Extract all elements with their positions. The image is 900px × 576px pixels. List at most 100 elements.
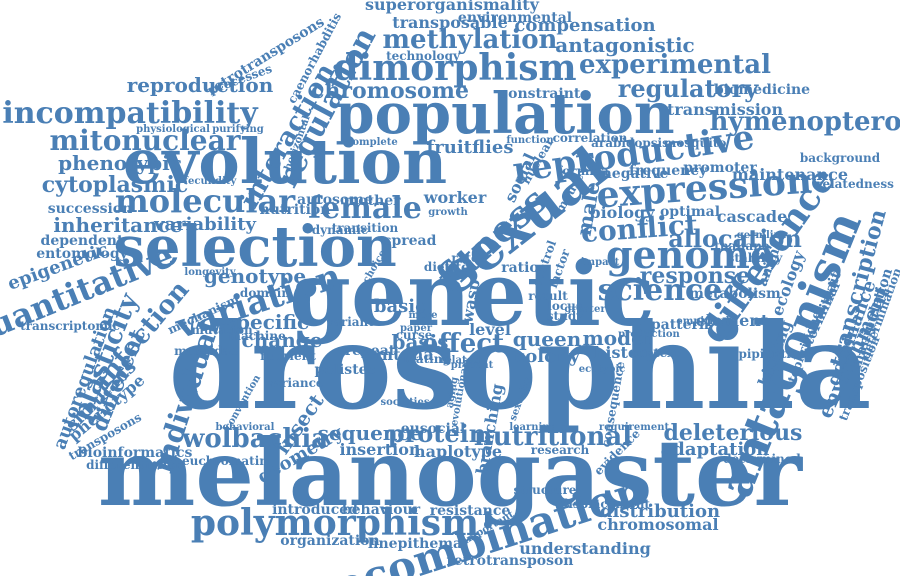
word-retrotransposon: retrotransposon xyxy=(447,553,574,569)
word-inheritance: inheritance xyxy=(53,213,182,237)
word-allocation: allocation xyxy=(668,224,802,253)
word-impact: impact xyxy=(581,257,620,268)
word-machine: machine xyxy=(228,329,286,343)
word-sequence: sequence xyxy=(318,421,423,445)
word-colony: colony xyxy=(514,346,580,367)
word-autosome: autosome xyxy=(297,192,373,208)
word-conflict: conflict xyxy=(580,208,699,249)
word-transcriptomic: transcriptomic xyxy=(20,319,120,333)
word-curse: curse xyxy=(396,328,433,342)
word-melanogaster: melanogaster xyxy=(98,419,803,527)
word-structure: structure xyxy=(514,483,577,497)
word-paper: paper xyxy=(400,323,433,334)
word-bioinformatics: bioinformatics xyxy=(78,445,193,461)
word-cytoplasmic: cytoplasmic xyxy=(42,172,188,198)
word-context: context xyxy=(630,346,680,360)
word-eusocial: eusocial xyxy=(401,421,466,437)
word-fruitflies: fruitflies xyxy=(427,137,514,158)
word-organization: organization xyxy=(280,533,379,549)
word-history: history xyxy=(594,343,657,362)
word-domain: domain xyxy=(240,286,290,300)
word-specific: specific xyxy=(225,310,309,334)
word-nutrient: nutrient xyxy=(260,349,316,363)
word-differentiation: differentiation xyxy=(86,458,184,472)
word-introduced: introduced xyxy=(272,502,358,518)
word-stability: stability xyxy=(728,251,784,265)
word-change: change xyxy=(242,328,323,352)
word-purifying: purifying xyxy=(212,124,264,135)
word-behaviour: behaviour xyxy=(342,502,421,518)
word-learning: learning xyxy=(509,422,556,433)
word-diet: diet xyxy=(424,260,451,274)
word-worker: worker xyxy=(423,188,487,207)
word-science: science xyxy=(598,273,723,308)
word-level: level xyxy=(469,320,511,339)
word-genetic: genetic xyxy=(289,242,654,346)
word-societies: societies xyxy=(381,397,430,408)
word-selection: selection xyxy=(113,214,396,280)
word-phenotypic: phenotypic xyxy=(58,151,182,175)
word-mother: mother xyxy=(343,193,401,209)
word-nutritional: nutritional xyxy=(474,422,632,452)
word-complete: complete xyxy=(346,137,397,148)
word-research: research xyxy=(531,443,590,457)
word-mating: mating xyxy=(403,352,451,366)
word-queen: queen xyxy=(513,327,582,351)
word-negative: negative xyxy=(602,166,669,182)
word-spread: spread xyxy=(384,233,437,249)
word-entomology: entomology xyxy=(36,246,128,262)
word-mtdna: mtdna xyxy=(376,345,434,364)
word-promoter: promoter xyxy=(683,160,757,176)
word-mitonuclear: mitonuclear xyxy=(50,124,242,157)
word-succession: succession xyxy=(48,201,133,217)
word-chromosome: chromosome xyxy=(311,78,469,104)
word-arabidopsis: arabidopsis xyxy=(591,136,669,150)
word-longevity: longevity xyxy=(184,267,236,278)
word-result: result xyxy=(528,289,568,303)
word-reproduction: reproduction xyxy=(127,73,274,97)
word-nutrition: nutrition xyxy=(260,202,331,218)
word-haplotype: haplotype xyxy=(414,442,502,461)
word-mosquito: mosquito xyxy=(664,136,727,150)
word-antagonistic: antagonistic xyxy=(555,33,694,57)
word-model: model xyxy=(583,326,652,350)
word-evolution: evolution xyxy=(123,125,447,198)
word-genotype: genotype xyxy=(204,264,306,288)
word-transmission: transmission xyxy=(667,100,784,119)
word-effect: effect xyxy=(422,329,504,359)
word-ratio: ratio xyxy=(501,260,539,276)
word-polistes: polistes xyxy=(315,362,376,378)
word-repeat: repeat xyxy=(345,343,396,359)
word-adaptation: adaptation xyxy=(661,439,770,460)
word-protein: protein xyxy=(388,419,486,448)
word-maintenance: maintenance xyxy=(732,165,848,184)
word-rate: rate xyxy=(451,251,479,265)
word-molecular: molecular xyxy=(115,182,296,220)
word-present: present xyxy=(451,360,494,371)
word-function: function xyxy=(506,135,554,146)
word-dependent: dependent xyxy=(41,233,124,249)
word-element: element xyxy=(696,311,769,330)
word-greater: greater xyxy=(564,304,606,315)
word-fecundity: fecundity xyxy=(184,176,238,187)
word-population: population xyxy=(335,81,674,147)
word-understanding: understanding xyxy=(519,539,651,558)
word-germline: germline xyxy=(737,230,787,241)
word-cascade: cascade xyxy=(717,207,788,226)
word-basis: basis xyxy=(391,330,448,354)
word-muscidae: muscidae xyxy=(174,344,238,358)
word-regulatory: regulatory xyxy=(618,74,760,103)
word-thaliana: thaliana xyxy=(714,239,770,253)
word-hymenopteron: hymenopteron xyxy=(710,107,900,137)
word-distribution: distribution xyxy=(600,501,720,522)
word-variant: variant xyxy=(325,315,374,329)
word-pattern: pattern xyxy=(651,317,709,333)
word-physiological: physiological xyxy=(136,124,210,135)
word-drosophila: drosophila xyxy=(169,297,872,436)
word-production: production xyxy=(618,329,680,340)
word-dimorphism: dimorphism xyxy=(333,47,576,89)
word-environmental: environmental xyxy=(458,10,572,26)
word-incompatibility: incompatibility xyxy=(2,96,259,131)
word-variance: variance xyxy=(265,376,323,390)
word-more: more xyxy=(409,310,438,321)
